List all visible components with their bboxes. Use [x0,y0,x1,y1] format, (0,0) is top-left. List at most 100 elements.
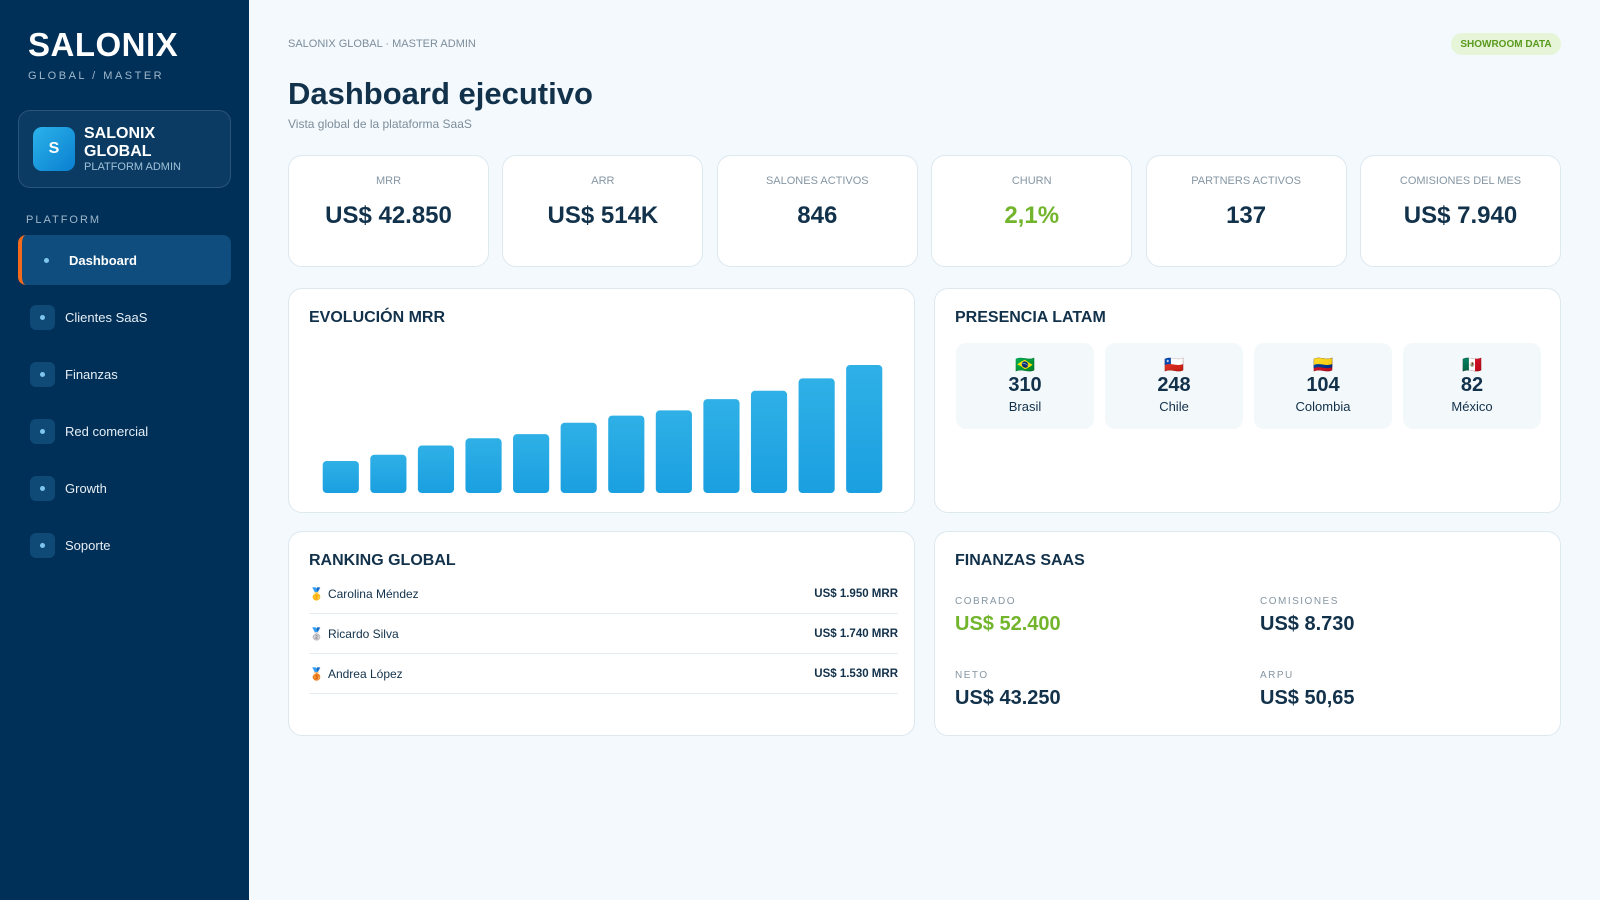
panel-title: RANKING GLOBAL [309,552,456,569]
ranking-name: Ricardo Silva [327,626,399,641]
bar [513,434,550,493]
bar [608,415,645,493]
country-count: 248 [1157,374,1191,396]
country-flag: 🇧🇷 [1015,355,1035,374]
bar [465,438,502,493]
kpi-label: COMISIONES DEL MES [1399,175,1522,187]
nav-label: Red comercial [65,423,149,439]
finance-value: US$ 50,65 [1260,687,1355,709]
account-name: SALONIX GLOBAL [84,125,156,160]
finance-value: US$ 43.250 [955,687,1061,709]
country-flag: 🇲🇽 [1462,355,1482,374]
country-name: Colombia [1295,399,1351,414]
kpi-label: ARR [591,175,615,187]
nav-item[interactable]: Clientes SaaS [18,292,231,342]
ranking-row: 🥇 Carolina Méndez US$ 1.950 MRR [309,574,898,614]
country-card: 🇨🇴 104 Colombia [1254,343,1392,429]
kpi-card: MRR US$ 42.850 [288,155,489,267]
country-flag: 🇨🇱 [1164,355,1184,374]
nav-section: PLATFORM [26,214,102,226]
nav-icon [30,418,55,444]
panel-title: PRESENCIA LATAM [955,309,1106,326]
bar [370,454,407,493]
ranking-value: US$ 1.740 MRR [814,627,898,640]
nav-icon [30,304,55,330]
finance-value: US$ 52.400 [955,613,1061,635]
account-role: PLATFORM ADMIN [84,161,181,173]
kpi-label: PARTNERS ACTIVOS [1191,175,1301,187]
kpi-value: 846 [797,202,838,229]
finance-label: COMISIONES [1260,596,1339,607]
country-card: 🇲🇽 82 México [1403,343,1541,429]
country-flag: 🇨🇴 [1313,355,1333,374]
ranking-name: Carolina Méndez [327,586,419,601]
country-name: México [1451,399,1493,414]
ranking-row: 🥉 Andrea López US$ 1.530 MRR [309,654,898,694]
nav-item[interactable]: Red comercial [18,406,231,456]
nav-label: Soporte [65,537,111,553]
nav-label: Clientes SaaS [65,309,148,325]
kpi-label: MRR [375,175,402,187]
nav-label: Finanzas [65,366,118,382]
ranking-name: Andrea López [327,666,403,681]
nav-label: Growth [65,480,107,496]
bar [560,422,597,493]
bar [417,445,455,493]
ranking-value: US$ 1.530 MRR [814,667,898,680]
kpi-card: SALONES ACTIVOS 846 [716,155,918,267]
ranking-person: 🥉 Andrea López [309,667,403,681]
kpi-value: US$ 42.850 [325,202,452,229]
finance-label: COBRADO [955,596,1017,607]
brand: SALONIX [28,26,179,63]
latam-panel: PRESENCIA LATAM 🇧🇷 310 Brasil 🇨🇱 248 Chile 🇨🇴 10… [934,288,1561,513]
panel-title: FINANZAS SAAS [955,552,1085,569]
country-count: 310 [1008,374,1042,396]
country-name: Chile [1159,399,1189,414]
medal: 🥉 [309,666,324,681]
avatar: S [33,127,75,171]
bar [846,365,883,493]
account-card[interactable]: S SALONIX GLOBAL PLATFORM ADMIN [18,110,231,188]
breadcrumb: SALONIX GLOBAL · MASTER ADMIN [288,38,476,50]
badge: SHOWROOM DATA [1451,33,1561,55]
country-count: 104 [1306,374,1340,396]
bar [750,390,788,493]
nav-item[interactable]: Soporte [18,520,231,570]
country-card: 🇧🇷 310 Brasil [956,343,1094,429]
bar-chart [322,365,883,493]
nav-item[interactable]: Dashboard [18,235,231,285]
kpi-label: CHURN [1011,175,1052,187]
kpi-value: US$ 514K [547,202,659,229]
country-card: 🇨🇱 248 Chile [1105,343,1243,429]
nav-icon [30,532,55,558]
bar [798,378,835,493]
kpi-card: ARR US$ 514K [502,155,704,267]
kpi-label: SALONES ACTIVOS [765,175,869,187]
kpi-card: CHURN 2,1% [931,155,1133,267]
finance-label: NETO [955,670,989,681]
ranking-row: 🥈 Ricardo Silva US$ 1.740 MRR [309,614,898,654]
nav-item[interactable]: Growth [18,463,231,513]
page-title: Dashboard ejecutivo [288,76,593,111]
bar [703,399,740,493]
nav-icon [34,248,59,273]
kpi-card: COMISIONES DEL MES US$ 7.940 [1360,155,1561,267]
panel-title: EVOLUCIÓN MRR [309,309,445,326]
ranking-person: 🥈 Ricardo Silva [309,627,399,641]
brand-subtitle: GLOBAL / MASTER [28,70,165,82]
finance-value: US$ 8.730 [1260,613,1355,635]
medal: 🥇 [309,586,324,601]
sidebar: SALONIX GLOBAL / MASTER S SALONIX GLOBAL… [0,0,249,900]
bar [322,461,359,493]
page-subtitle: Vista global de la plataforma SaaS [288,117,472,131]
country-name: Brasil [1008,399,1042,414]
medal: 🥈 [309,626,324,641]
kpi-card: PARTNERS ACTIVOS 137 [1145,155,1347,267]
kpi-value: 137 [1226,202,1267,229]
nav-item[interactable]: Finanzas [18,349,231,399]
ranking-value: US$ 1.950 MRR [814,587,898,600]
finance-label: ARPU [1260,670,1294,681]
ranking-person: 🥇 Carolina Méndez [309,587,419,601]
